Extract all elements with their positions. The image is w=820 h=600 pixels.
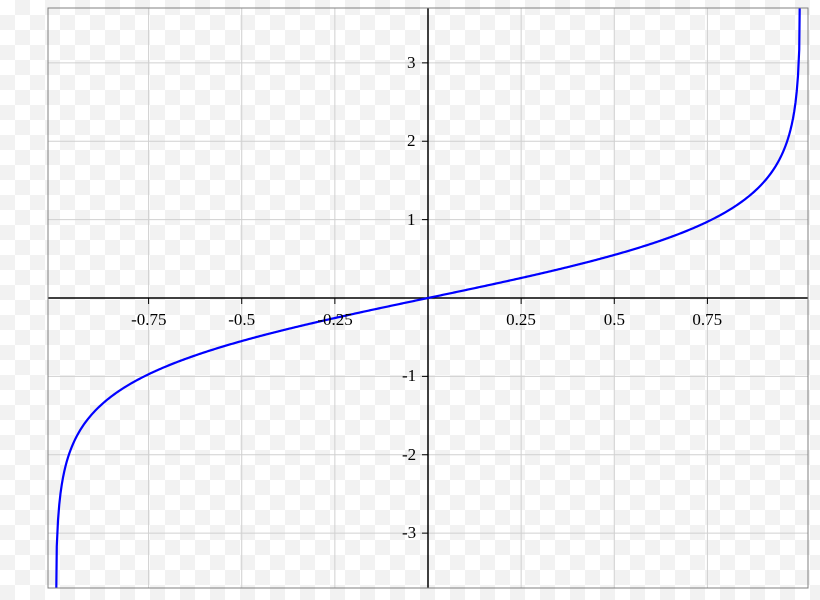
x-tick-label: -0.5 [228, 310, 255, 330]
y-tick-label: 2 [407, 131, 416, 151]
y-tick-label: -2 [402, 445, 416, 465]
x-tick-label: 0.5 [604, 310, 625, 330]
x-tick-label: 0.75 [692, 310, 722, 330]
x-tick-label: -0.25 [317, 310, 352, 330]
x-tick-label: 0.25 [506, 310, 536, 330]
x-tick-label: -0.75 [131, 310, 166, 330]
chart-plot [0, 0, 820, 600]
y-tick-label: 1 [407, 210, 416, 230]
y-tick-label: -1 [402, 366, 416, 386]
y-tick-label: 3 [407, 53, 416, 73]
y-tick-label: -3 [402, 523, 416, 543]
